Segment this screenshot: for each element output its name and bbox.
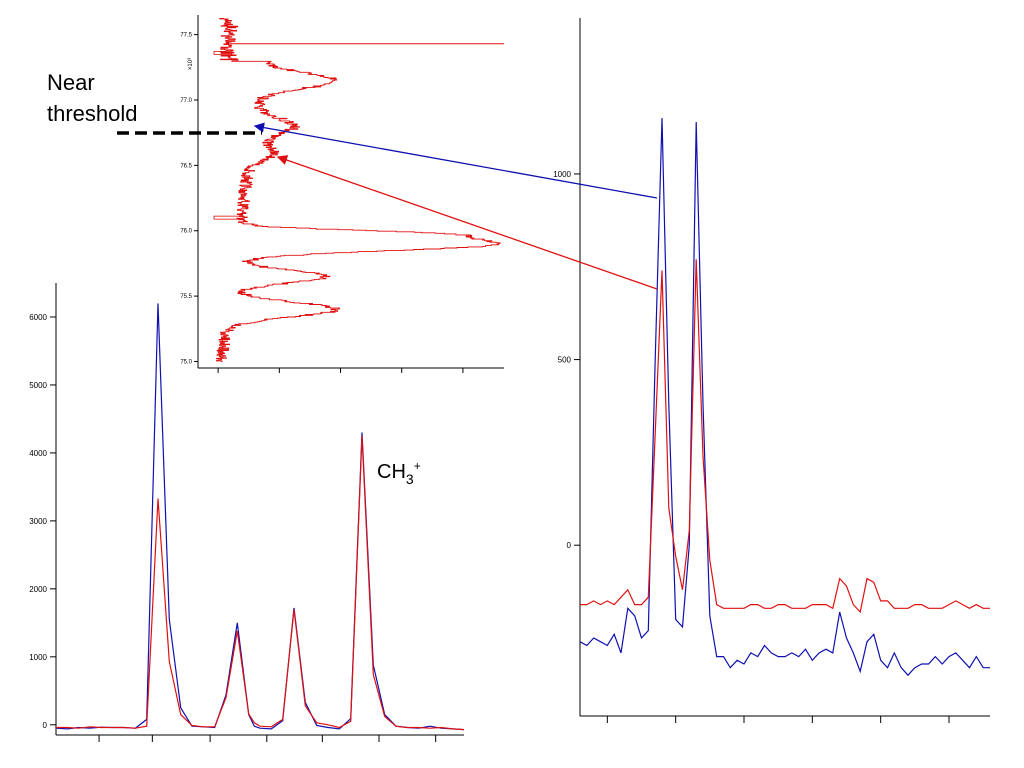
y-tick-label: 500 bbox=[558, 356, 572, 365]
inset-y-unit-label: ×10³ bbox=[188, 58, 194, 70]
y-tick-label: 1000 bbox=[553, 170, 571, 179]
series-line-blue bbox=[55, 303, 465, 731]
series-line-blue bbox=[579, 118, 990, 677]
y-tick-label: 3000 bbox=[29, 517, 47, 526]
inset-yield-chart: 75.0 75.5 76.0 76.5 77.0 77.5 ×10³ bbox=[180, 15, 504, 373]
blue-connector-arrow bbox=[253, 122, 658, 199]
inset-spike-marker bbox=[213, 51, 233, 55]
y-tick-label: 6000 bbox=[29, 313, 47, 322]
inset-y-tick-label: 76.0 bbox=[180, 229, 192, 235]
y-tick-label: 4000 bbox=[29, 449, 47, 458]
inset-y-tick-label: 75.0 bbox=[180, 359, 192, 365]
near-threshold-label-line1: Near bbox=[47, 70, 95, 95]
inset-y-tick-label: 77.0 bbox=[180, 98, 192, 104]
inset-y-tick-label: 77.5 bbox=[180, 33, 192, 39]
inset-y-tick-label: 76.5 bbox=[180, 163, 192, 169]
y-tick-label: 2000 bbox=[29, 585, 47, 594]
left-spectrum-chart: 0 1000 2000 3000 4000 5000 6000 bbox=[29, 283, 465, 742]
series-line-red bbox=[580, 259, 990, 614]
near-threshold-label-line2: threshold bbox=[47, 101, 138, 126]
inset-y-tick-label: 75.5 bbox=[180, 294, 192, 300]
y-tick-label: 0 bbox=[567, 541, 572, 550]
inset-spike-marker bbox=[213, 215, 245, 220]
inset-yield-trace bbox=[216, 17, 501, 362]
red-connector-arrow bbox=[276, 155, 658, 290]
right-spectrum-chart: 0 500 1000 bbox=[553, 18, 990, 723]
y-tick-label: 0 bbox=[43, 721, 48, 730]
connector-arrows bbox=[253, 122, 658, 290]
y-tick-label: 1000 bbox=[29, 653, 47, 662]
ch3-label: CH3+ bbox=[377, 459, 421, 487]
series-line-red bbox=[56, 435, 465, 731]
y-tick-label: 5000 bbox=[29, 381, 47, 390]
